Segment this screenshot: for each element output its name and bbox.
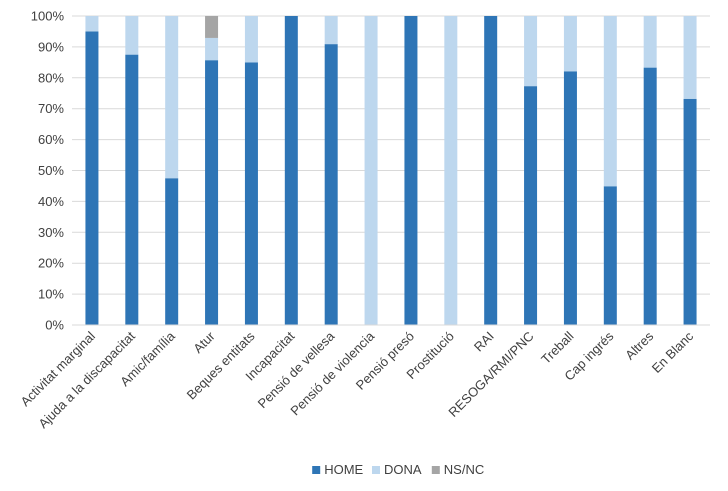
bar-segment-dona <box>364 16 378 325</box>
legend-label: DONA <box>384 462 422 477</box>
y-tick-label: 20% <box>38 256 64 271</box>
bar-segment-home <box>484 16 498 325</box>
bar-segment-home <box>603 186 617 325</box>
x-tick-label: RAI <box>471 329 497 355</box>
y-tick-label: 50% <box>38 163 64 178</box>
y-tick-label: 0% <box>45 318 64 333</box>
legend-swatch <box>431 466 440 474</box>
x-tick-label: En Blanc <box>649 328 697 376</box>
bar-segment-home <box>125 54 139 325</box>
bar-segment-dona <box>603 16 617 187</box>
y-tick-label: 70% <box>38 101 64 116</box>
x-tick-label: Atur <box>190 328 218 356</box>
legend-label: HOME <box>324 462 363 477</box>
x-tick-label: Altres <box>622 328 656 362</box>
bar-segment-home <box>643 67 657 325</box>
bar-segment-home <box>324 44 338 326</box>
bar-segment-dona <box>643 16 657 68</box>
bar-segment-home <box>284 16 298 325</box>
bar-segment-home <box>563 71 577 325</box>
bar-segment-home <box>404 16 418 325</box>
bar-segment-home <box>524 86 538 325</box>
y-tick-label: 30% <box>38 225 64 240</box>
bar-segment-home <box>683 98 697 325</box>
y-axis: 0% 10% 20% 30% 40% 50% 60% 70% 80% 90% 100% <box>31 9 65 333</box>
x-tick-label: Beques entitats <box>184 328 258 402</box>
legend-swatch <box>312 466 321 474</box>
legend-item: NS/NC <box>431 462 484 477</box>
bar-segment-dona <box>324 16 338 45</box>
legend-swatch <box>372 466 380 474</box>
y-tick-label: 60% <box>38 132 64 147</box>
bar-segment-ns-nc <box>205 16 219 38</box>
bar-segment-dona <box>125 16 139 55</box>
legend-item: HOME <box>312 462 364 477</box>
y-tick-label: 80% <box>38 70 64 85</box>
legend-label: NS/NC <box>444 462 484 477</box>
bar-segment-dona <box>165 16 179 179</box>
legend-item: DONA <box>372 462 422 477</box>
legend: HOME DONA NS/NC <box>312 462 484 477</box>
bar-segment-home <box>244 62 258 325</box>
bars <box>85 16 697 326</box>
y-tick-label: 10% <box>38 287 64 302</box>
y-tick-label: 90% <box>38 39 64 54</box>
bar-segment-home <box>165 178 179 325</box>
gridlines <box>72 15 710 326</box>
bar-segment-home <box>85 31 99 325</box>
y-tick-label: 40% <box>38 194 64 209</box>
bar-segment-dona <box>683 16 697 99</box>
bar-segment-dona <box>563 16 577 72</box>
bar-segment-dona <box>85 16 99 32</box>
bar-segment-dona <box>524 16 538 87</box>
y-tick-label: 100% <box>31 9 65 24</box>
bar-segment-home <box>205 60 219 325</box>
bar-segment-dona <box>244 16 258 63</box>
bar-segment-dona <box>205 37 219 61</box>
x-tick-label: Treball <box>538 328 576 366</box>
bar-segment-dona <box>444 16 458 325</box>
